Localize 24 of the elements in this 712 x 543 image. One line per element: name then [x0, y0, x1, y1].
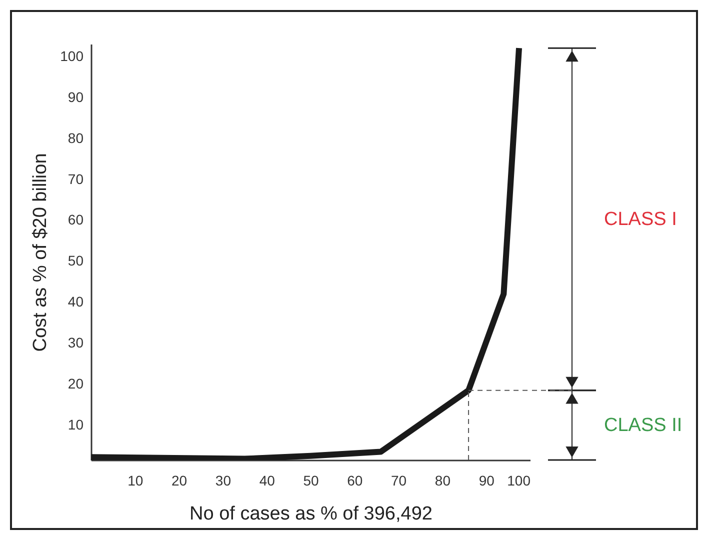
x-tick-label: 40	[259, 472, 276, 488]
y-axis-title: Cost as % of $20 billion	[30, 153, 52, 352]
y-tick-label: 10	[68, 416, 84, 433]
y-tick-label: 80	[68, 130, 84, 146]
x-tick-label: 50	[303, 472, 319, 488]
y-tick-label: 20	[68, 376, 84, 392]
text: CLASS II	[604, 415, 682, 436]
x-tick-label: 20	[172, 472, 188, 488]
y-tick-label: 60	[68, 212, 84, 228]
y-tick-label: 100	[60, 48, 84, 64]
x-tick-label: 60	[347, 472, 363, 488]
x-tick-label: 30	[215, 472, 232, 488]
x-axis-title: No of cases as % of 396,492	[190, 504, 432, 524]
x-tick-label: 80	[434, 472, 451, 488]
x-tick-label: 90	[478, 472, 495, 488]
y-tick-label: 30	[68, 334, 84, 351]
y-tick-label: 40	[68, 294, 84, 310]
x-tick-label: 70	[391, 472, 407, 488]
y-tick-label: 90	[68, 88, 84, 105]
x-tick-label: 100	[507, 472, 531, 488]
y-tick-label: 50	[68, 252, 84, 269]
y-tick-label: 70	[68, 170, 84, 187]
text: CLASS I	[604, 209, 677, 230]
x-tick-label: 10	[128, 472, 144, 488]
